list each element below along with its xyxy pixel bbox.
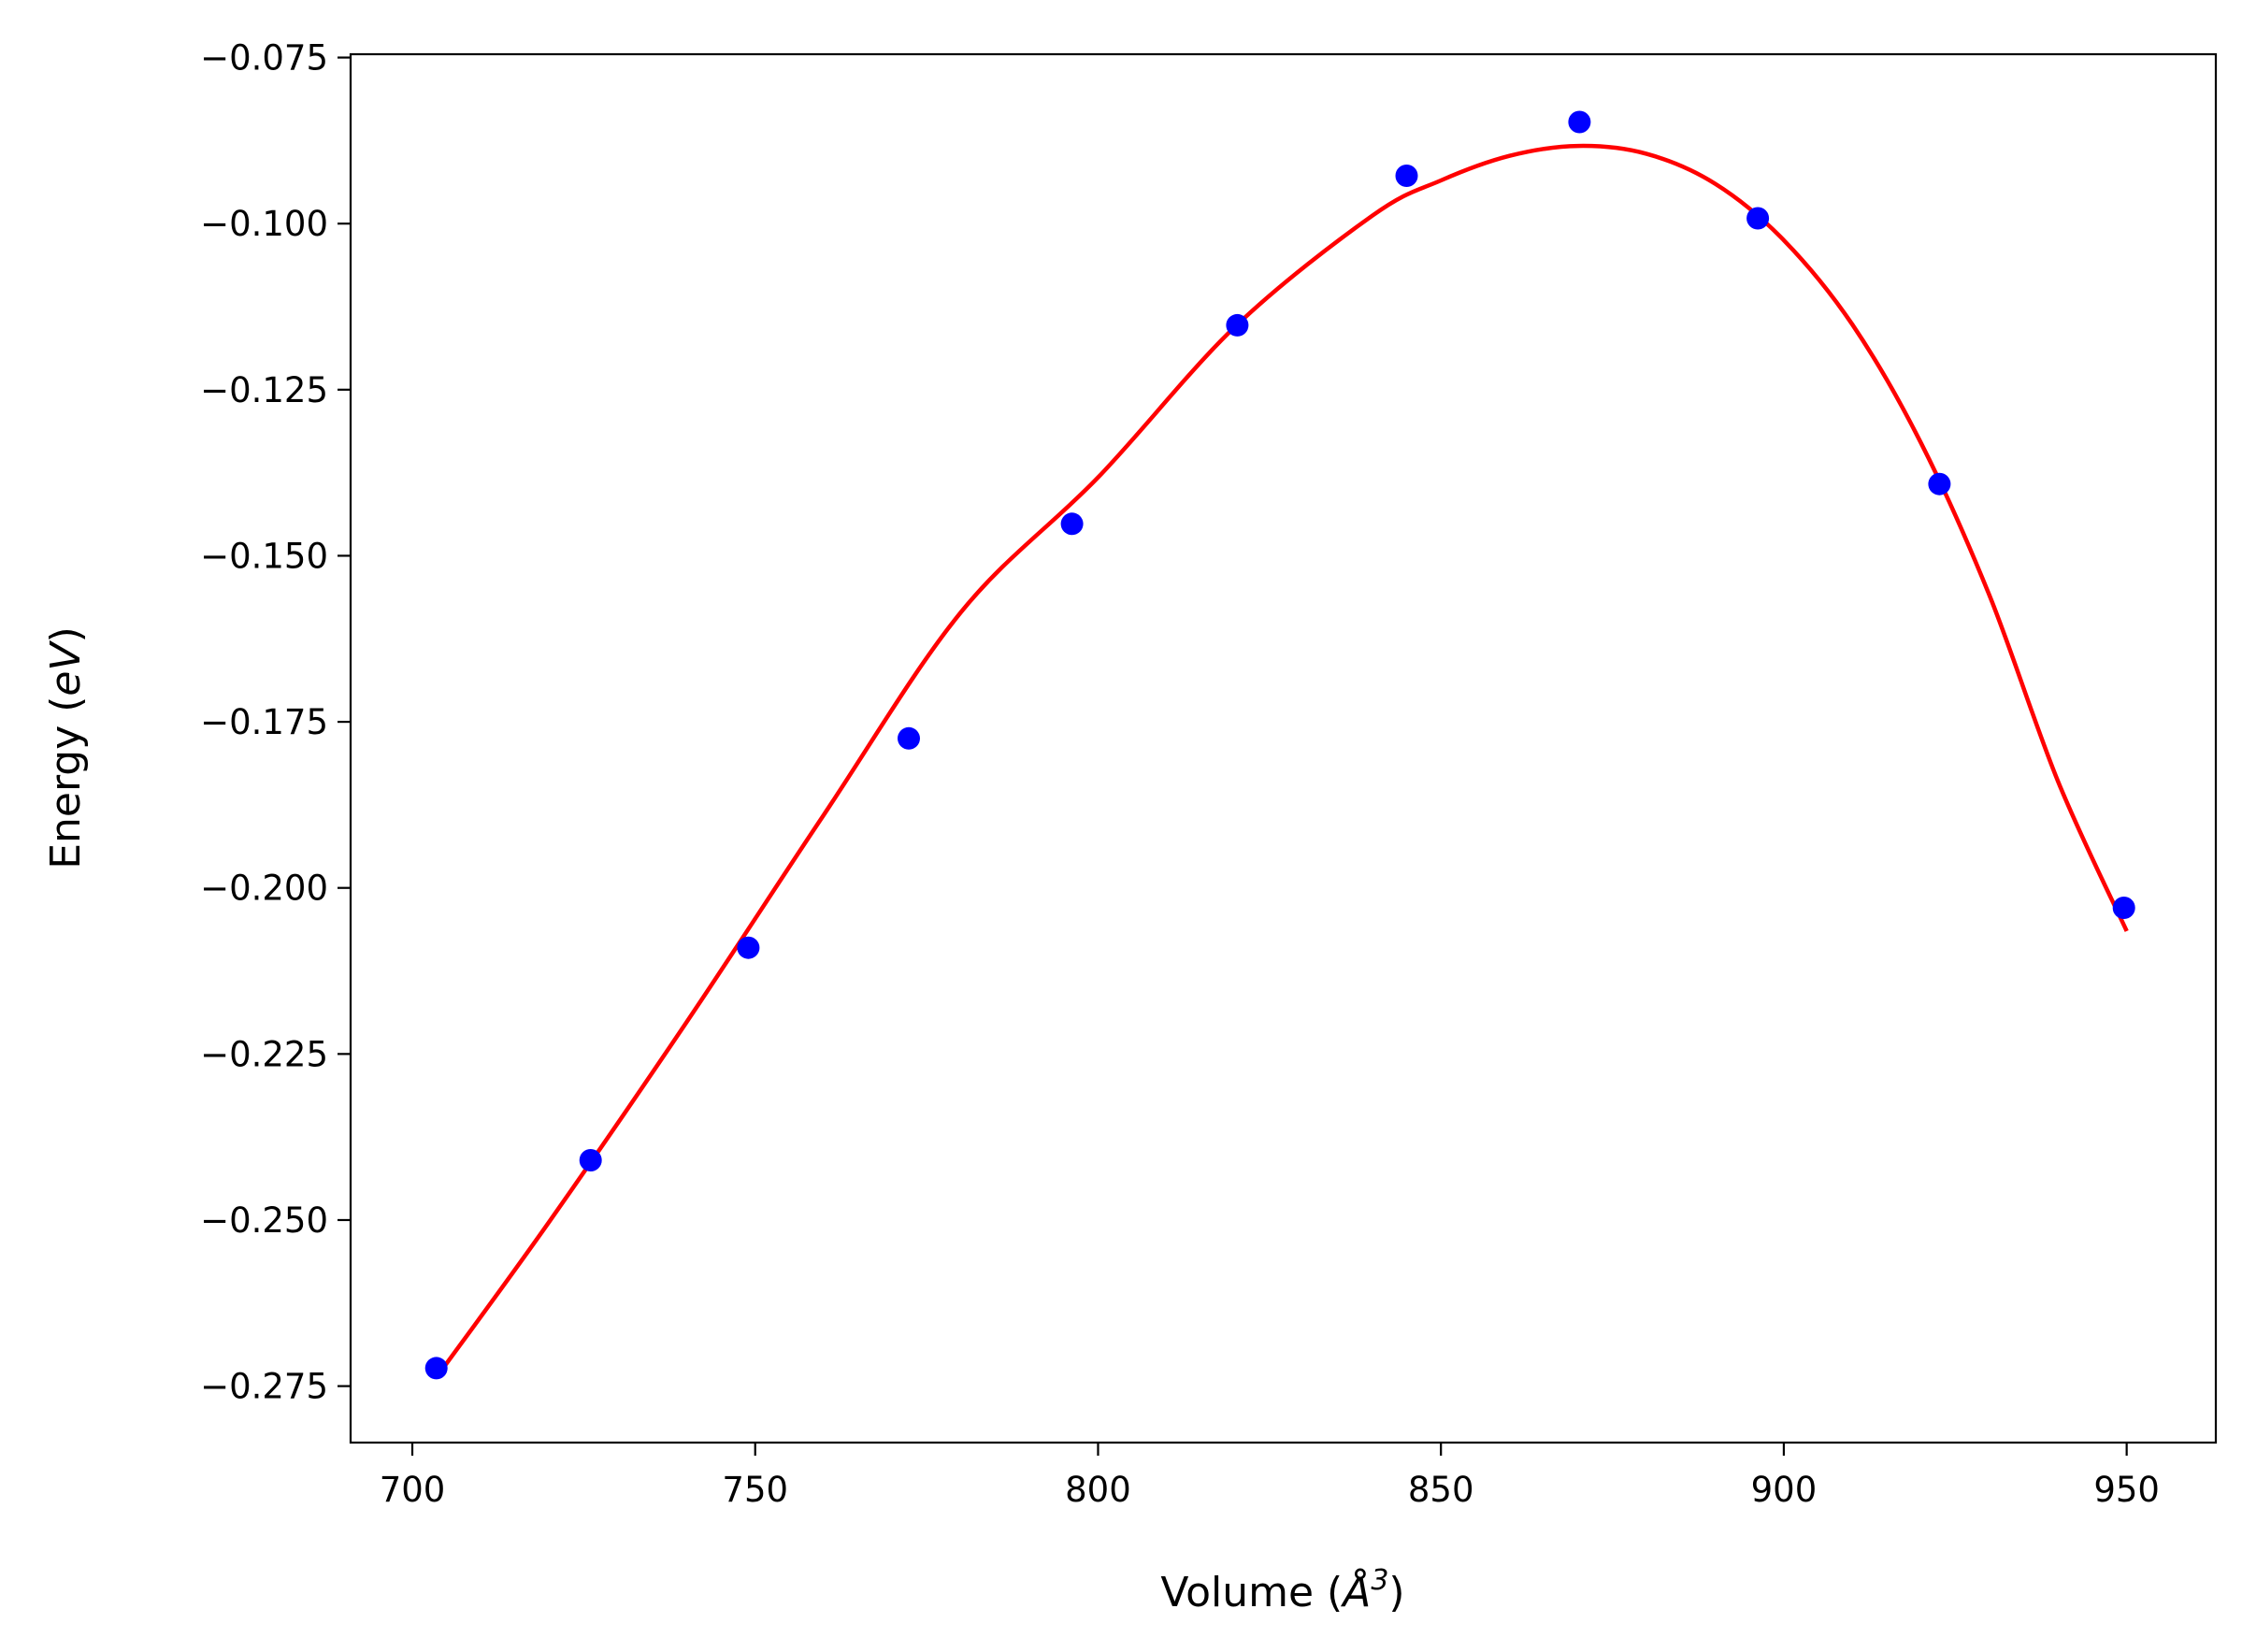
y-tick-label: −0.250 — [200, 1200, 328, 1241]
data-point — [1060, 512, 1084, 536]
y-tick-label: −0.075 — [200, 38, 328, 79]
data-point — [1928, 472, 1951, 496]
y-axis: −0.075 −0.100 −0.125 −0.150 −0.175 −0.200 −0.2… — [200, 38, 351, 1407]
data-point — [1746, 207, 1770, 230]
y-tick-label: −0.275 — [200, 1367, 328, 1407]
y-tick-label: −0.200 — [200, 869, 328, 909]
x-tick-label: 950 — [2093, 1470, 2160, 1510]
data-point — [1226, 313, 1249, 337]
y-tick-label: −0.225 — [200, 1034, 328, 1074]
data-point — [737, 936, 760, 959]
y-tick-label: −0.150 — [200, 536, 328, 576]
data-point — [898, 726, 920, 750]
y-tick-label: −0.100 — [200, 204, 328, 244]
data-point — [424, 1357, 448, 1380]
data-point — [1395, 165, 1418, 187]
plot-frame — [349, 52, 2218, 1444]
y-tick-label: −0.125 — [200, 370, 328, 410]
x-axis: 700 750 800 850 900 950 — [380, 1443, 2160, 1510]
data-point — [2112, 897, 2135, 919]
x-tick-label: 850 — [1408, 1470, 1474, 1510]
x-tick-label: 700 — [380, 1470, 446, 1510]
x-tick-label: 800 — [1065, 1470, 1131, 1510]
data-points-layer — [424, 110, 2135, 1380]
data-point — [579, 1149, 602, 1171]
plot-area — [351, 54, 2216, 1443]
y-tick-label: −0.175 — [200, 702, 328, 742]
x-tick-label: 750 — [722, 1470, 788, 1510]
x-tick-label: 900 — [1751, 1470, 1818, 1510]
x-axis-label: Volume (Å3) — [1160, 1564, 1404, 1616]
y-axis-label: Energy (eV) — [42, 626, 90, 869]
data-point — [1568, 110, 1591, 134]
